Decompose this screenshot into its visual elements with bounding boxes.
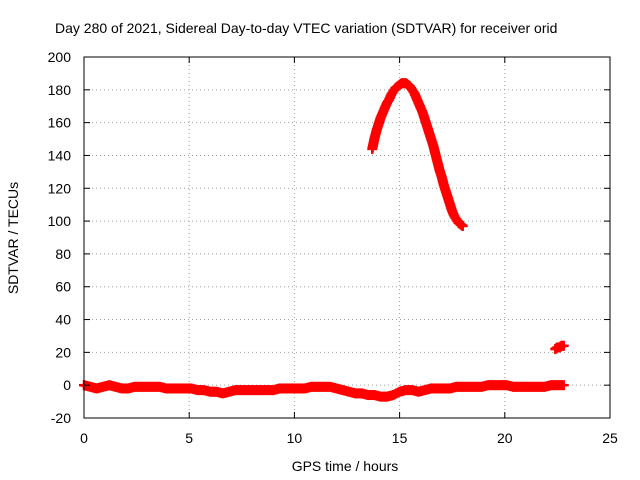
y-tick-label: 180 <box>48 82 72 98</box>
y-tick-label: 20 <box>55 344 71 360</box>
x-axis-title: GPS time / hours <box>292 458 399 474</box>
x-tick-label: 5 <box>185 430 193 446</box>
y-tick-label: 100 <box>48 213 72 229</box>
x-tick-label: 15 <box>392 430 408 446</box>
series-3 <box>550 340 569 355</box>
y-tick-label: -20 <box>51 410 71 426</box>
series-2 <box>367 78 468 232</box>
x-tick-label: 10 <box>287 430 303 446</box>
plot-frame <box>83 56 611 419</box>
grid-layer <box>84 57 610 418</box>
y-tick-label: 0 <box>63 377 71 393</box>
axis-layer: 0 5 10 15 20 25 -20 0 20 40 60 80 100 120 140 160 180 200 <box>48 49 618 446</box>
y-axis-title: SDTVAR / TECUs <box>5 182 21 294</box>
y-tick-label: 200 <box>48 49 72 65</box>
y-tick-label: 140 <box>48 147 72 163</box>
x-tick-label: 25 <box>602 430 618 446</box>
y-tick-label: 60 <box>55 279 71 295</box>
y-tick-label: 120 <box>48 180 72 196</box>
data-layer <box>79 78 569 402</box>
x-tick-label: 0 <box>80 430 88 446</box>
x-tick-label: 20 <box>497 430 513 446</box>
y-tick-label: 160 <box>48 115 72 131</box>
chart-title: Day 280 of 2021, Sidereal Day-to-day VTE… <box>55 20 557 36</box>
y-tick-label: 80 <box>55 246 71 262</box>
series-1 <box>79 380 569 402</box>
y-tick-label: 40 <box>55 312 71 328</box>
